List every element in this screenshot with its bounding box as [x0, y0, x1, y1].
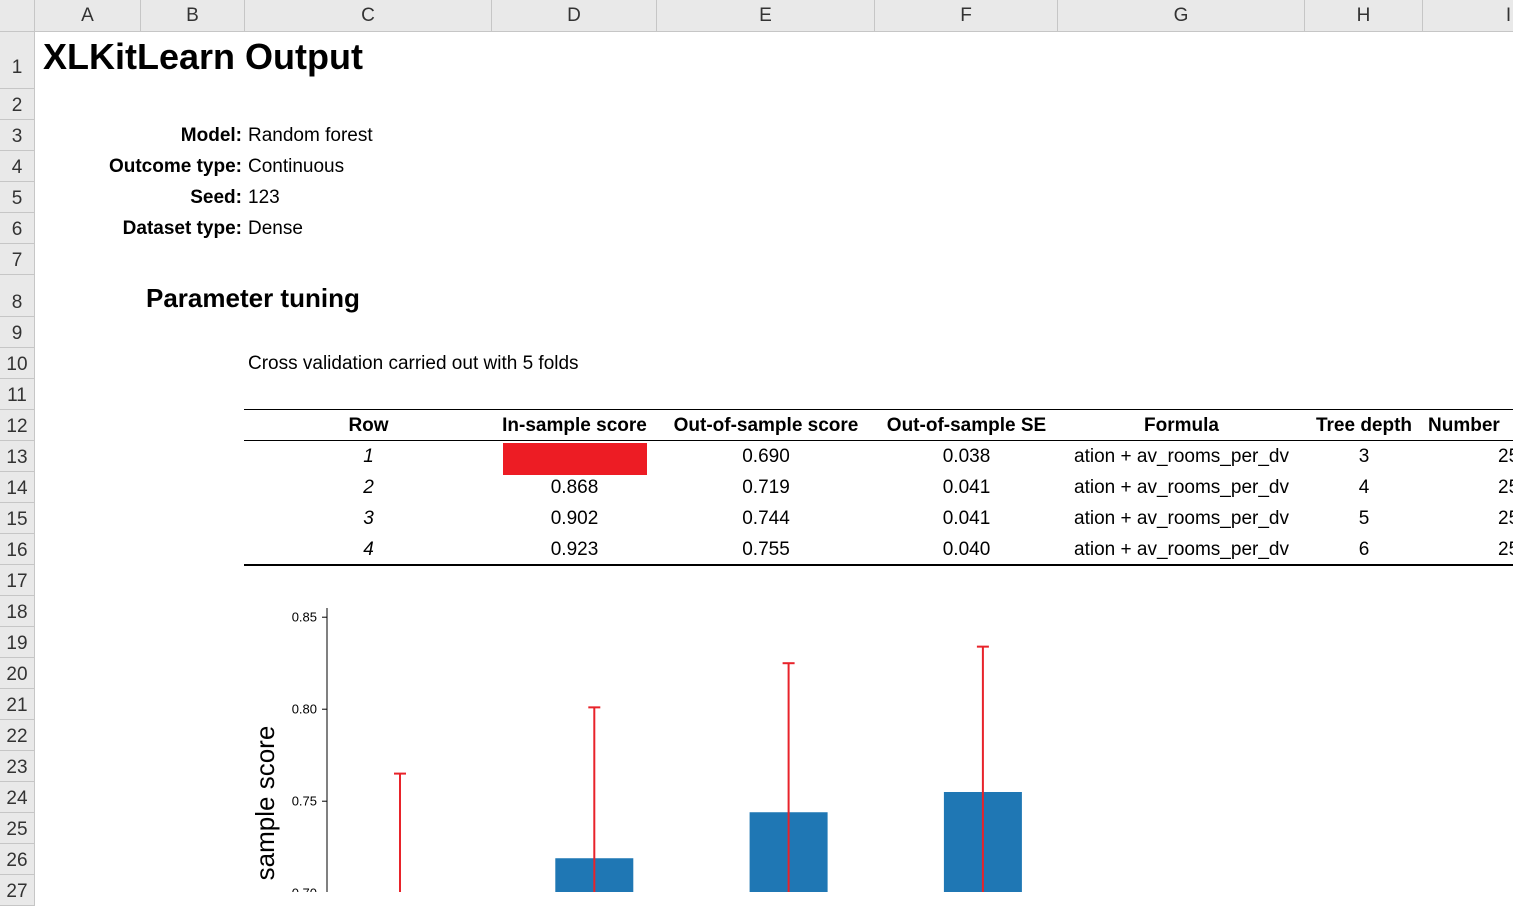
table-cell: 3 [363, 507, 374, 529]
table-cell: 0.755 [742, 538, 790, 560]
table-cell: 4 [1358, 476, 1370, 498]
table-cell: 25 [1498, 507, 1513, 529]
column-header[interactable]: D [492, 0, 657, 32]
table-cell: 0.868 [550, 476, 599, 498]
column-header[interactable]: B [141, 0, 245, 32]
row-header[interactable]: 12 [0, 410, 35, 441]
row-header[interactable]: 18 [0, 596, 35, 627]
info-value: 123 [248, 186, 280, 208]
column-header[interactable]: E [657, 0, 875, 32]
table-cell: 4 [363, 538, 374, 560]
table-header: Formula [1144, 414, 1219, 436]
y-tick-label: 0.80 [292, 702, 317, 717]
table-top-border [244, 409, 1513, 410]
row-header[interactable]: 26 [0, 844, 35, 875]
table-cell: 0.744 [742, 507, 790, 529]
highlighted-cell [503, 443, 647, 475]
table-cell: 0.690 [742, 445, 790, 467]
table-bottom-border [244, 564, 1513, 566]
info-value: Dense [248, 217, 303, 239]
table-cell: 1 [363, 445, 374, 467]
table-header-border [244, 440, 1513, 441]
select-all-corner[interactable] [0, 0, 35, 32]
table-cell: 0.902 [550, 507, 599, 529]
bar [749, 812, 828, 892]
info-value: Random forest [248, 124, 373, 146]
table-cell: 0.041 [942, 507, 991, 529]
column-header[interactable]: G [1058, 0, 1305, 32]
table-cell: 25 [1498, 476, 1513, 498]
row-header[interactable]: 22 [0, 720, 35, 751]
table-cell: 3 [1358, 445, 1370, 467]
info-label: Seed: [190, 186, 242, 208]
table-header: Row [348, 414, 389, 436]
column-header[interactable]: A [35, 0, 141, 32]
row-header[interactable]: 16 [0, 534, 35, 565]
table-cell: ation + av_rooms_per_dv [1074, 445, 1289, 467]
info-value: Continuous [248, 155, 345, 177]
table-cell: 2 [363, 476, 374, 498]
row-header[interactable]: 11 [0, 379, 35, 410]
bar [555, 858, 634, 892]
row-header[interactable]: 8 [0, 275, 35, 317]
row-header[interactable]: 23 [0, 751, 35, 782]
y-tick-label: 0.70 [292, 886, 317, 892]
row-header[interactable]: 7 [0, 244, 35, 275]
row-header[interactable]: 1 [0, 32, 35, 89]
table-cell: 25 [1498, 538, 1513, 560]
section-title: Parameter tuning [146, 282, 360, 313]
row-header[interactable]: 19 [0, 627, 35, 658]
y-tick-label: 0.85 [292, 610, 317, 625]
sheet-title: XLKitLearn Output [43, 35, 363, 77]
row-header[interactable]: 5 [0, 182, 35, 213]
y-axis-label: sample score [250, 726, 280, 881]
table-cell: 0.041 [942, 476, 991, 498]
bar [943, 792, 1022, 892]
table-header: Out-of-sample score [673, 414, 859, 436]
info-label: Model: [180, 124, 242, 146]
row-header[interactable]: 10 [0, 348, 35, 379]
row-header[interactable]: 3 [0, 120, 35, 151]
row-header[interactable]: 20 [0, 658, 35, 689]
table-cell: ation + av_rooms_per_dv [1074, 507, 1289, 529]
row-header[interactable]: 9 [0, 317, 35, 348]
y-tick-label: 0.75 [292, 794, 317, 809]
table-header: Out-of-sample SE [886, 414, 1047, 436]
table-cell: 0.038 [942, 445, 991, 467]
row-header[interactable]: 14 [0, 472, 35, 503]
table-header: Tree depth [1315, 414, 1413, 436]
column-header[interactable]: C [245, 0, 492, 32]
table-cell: 0.040 [942, 538, 991, 560]
row-header[interactable]: 2 [0, 89, 35, 120]
info-label: Dataset type: [122, 217, 242, 239]
row-header[interactable]: 6 [0, 213, 35, 244]
column-header[interactable]: H [1305, 0, 1423, 32]
row-header[interactable]: 17 [0, 565, 35, 596]
column-header[interactable]: I [1423, 0, 1513, 32]
table-cell: 0.719 [742, 476, 790, 498]
table-cell: 0.923 [550, 538, 599, 560]
info-label: Outcome type: [108, 155, 242, 177]
table-cell: 25 [1498, 445, 1513, 467]
table-cell: 6 [1358, 538, 1370, 560]
row-header[interactable]: 27 [0, 875, 35, 906]
note: Cross validation carried out with 5 fold… [248, 352, 579, 374]
row-header[interactable]: 4 [0, 151, 35, 182]
table-cell: 5 [1358, 507, 1370, 529]
table-header: In-sample score [502, 414, 647, 436]
column-header[interactable]: F [875, 0, 1058, 32]
row-header[interactable]: 25 [0, 813, 35, 844]
table-header: Number [1428, 414, 1500, 436]
row-header[interactable]: 13 [0, 441, 35, 472]
table-cell: ation + av_rooms_per_dv [1074, 476, 1289, 498]
row-header[interactable]: 21 [0, 689, 35, 720]
table-cell: ation + av_rooms_per_dv [1074, 538, 1289, 560]
row-header[interactable]: 24 [0, 782, 35, 813]
row-header[interactable]: 15 [0, 503, 35, 534]
